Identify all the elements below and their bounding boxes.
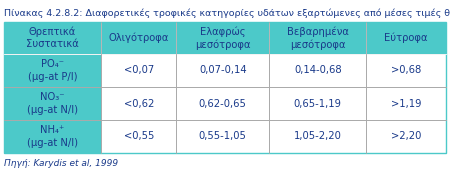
Text: Ελαφρώς
μεσότροφα: Ελαφρώς μεσότροφα <box>195 26 251 50</box>
Text: Πηγή: Karydis et al, 1999: Πηγή: Karydis et al, 1999 <box>4 159 118 168</box>
Text: PO₄⁻
(μg-at P/l): PO₄⁻ (μg-at P/l) <box>28 59 77 82</box>
Text: 0,65-1,19: 0,65-1,19 <box>294 99 342 109</box>
Bar <box>269 54 366 87</box>
Text: Εύτροφα: Εύτροφα <box>384 33 428 43</box>
Text: 0,07-0,14: 0,07-0,14 <box>199 66 247 76</box>
Text: Πίνακας 4.2.8.2: Διαφορετικές τροφικές κατηγορίες υδάτων εξαρτώμενες από μέσες τ: Πίνακας 4.2.8.2: Διαφορετικές τροφικές κ… <box>4 8 450 18</box>
Text: >2,20: >2,20 <box>391 132 421 142</box>
Text: NO₃⁻
(μg-at N/l): NO₃⁻ (μg-at N/l) <box>27 92 78 115</box>
Text: Βεβαρημένα
μεσότροφα: Βεβαρημένα μεσότροφα <box>287 26 349 50</box>
Bar <box>4 87 101 120</box>
Bar <box>101 120 176 153</box>
Bar <box>176 22 269 54</box>
Text: 1,05-2,20: 1,05-2,20 <box>294 132 342 142</box>
Bar <box>101 54 176 87</box>
Bar <box>366 54 446 87</box>
Text: >1,19: >1,19 <box>391 99 422 109</box>
Bar <box>101 87 176 120</box>
Bar <box>176 120 269 153</box>
Text: NH₄⁺
(μg-at N/l): NH₄⁺ (μg-at N/l) <box>27 125 78 148</box>
Text: 0,55-1,05: 0,55-1,05 <box>199 132 247 142</box>
Text: 0,62-0,65: 0,62-0,65 <box>199 99 247 109</box>
Bar <box>366 22 446 54</box>
Bar <box>101 22 176 54</box>
Bar <box>269 22 366 54</box>
Text: Θρεπτικά
Συστατικά: Θρεπτικά Συστατικά <box>26 26 79 50</box>
Bar <box>176 87 269 120</box>
Bar <box>366 120 446 153</box>
Bar <box>4 54 101 87</box>
Bar <box>176 54 269 87</box>
Text: >0,68: >0,68 <box>391 66 421 76</box>
Bar <box>366 87 446 120</box>
Text: <0,55: <0,55 <box>124 132 154 142</box>
Text: <0,62: <0,62 <box>124 99 154 109</box>
Text: 0,14-0,68: 0,14-0,68 <box>294 66 342 76</box>
Bar <box>269 87 366 120</box>
Bar <box>4 120 101 153</box>
Text: <0,07: <0,07 <box>124 66 154 76</box>
Bar <box>269 120 366 153</box>
Text: Ολιγότροφα: Ολιγότροφα <box>108 33 169 43</box>
Bar <box>4 22 446 153</box>
Bar <box>4 22 101 54</box>
